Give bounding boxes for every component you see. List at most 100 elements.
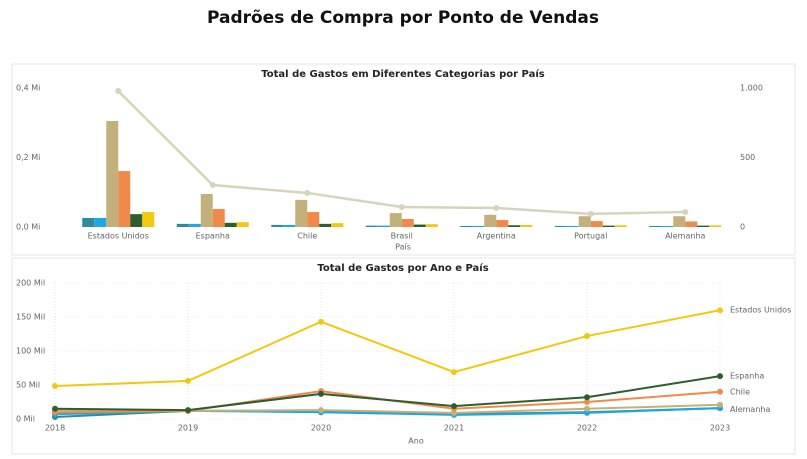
line <box>54 375 721 412</box>
chart-title: Total de Gastos por Ano e País <box>317 262 488 274</box>
bar <box>602 225 615 227</box>
bar <box>413 224 426 227</box>
bar <box>295 199 308 227</box>
bar <box>82 217 95 227</box>
bar <box>307 212 320 227</box>
bar <box>425 224 438 227</box>
x-axis-label: País <box>395 243 411 252</box>
bar <box>188 223 201 227</box>
x-tick-label: 2020 <box>311 424 331 433</box>
bar <box>224 222 237 227</box>
bar <box>508 225 521 227</box>
point <box>584 333 590 340</box>
bar <box>590 221 603 227</box>
y-tick-label: 100 Mil <box>16 347 45 356</box>
y-tick-label: 50 Mil <box>16 381 40 390</box>
bar <box>697 225 710 227</box>
bar <box>331 223 344 227</box>
bar <box>271 224 284 227</box>
x-tick-label: 2023 <box>710 424 730 433</box>
chart-title: Total de Gastos em Diferentes Categorias… <box>261 68 544 80</box>
x-tick-label: Estados Unidos <box>88 232 149 241</box>
point <box>209 182 216 189</box>
bar <box>319 223 332 227</box>
point <box>717 401 723 408</box>
point <box>52 405 58 412</box>
bar <box>614 225 627 227</box>
x-tick-label: Espanha <box>196 232 230 241</box>
bar <box>365 225 378 227</box>
y-tick-label: 0,4 Mi <box>16 84 40 93</box>
bar <box>200 193 213 227</box>
point <box>451 403 457 410</box>
series-label: Estados Unidos <box>730 306 791 315</box>
bar <box>118 171 131 227</box>
bar <box>389 213 402 227</box>
bar <box>212 208 225 227</box>
bar <box>94 217 107 227</box>
x-tick-label: Alemanha <box>665 232 705 241</box>
point <box>717 373 723 380</box>
bar <box>106 121 119 227</box>
point <box>584 394 590 401</box>
y-tick-label: 200 Mil <box>16 279 45 288</box>
point <box>451 369 457 376</box>
point <box>318 318 324 325</box>
y-tick-label: 0 <box>740 223 745 232</box>
y-tick-label: 500 <box>740 153 755 162</box>
bar <box>283 224 296 227</box>
series-label: Alemanha <box>730 405 770 414</box>
point <box>115 88 122 95</box>
point <box>185 407 191 414</box>
bar <box>377 225 390 227</box>
x-tick-label: Brasil <box>391 232 413 241</box>
x-tick-label: Portugal <box>574 232 607 241</box>
bar <box>401 219 414 227</box>
series-label: Chile <box>730 387 750 396</box>
x-tick-label: Chile <box>297 232 317 241</box>
line <box>54 309 721 388</box>
point <box>318 407 324 414</box>
bar <box>130 214 143 227</box>
point <box>398 203 405 210</box>
bar <box>685 221 698 227</box>
bar <box>566 225 579 227</box>
bar <box>484 214 497 227</box>
bar <box>649 225 662 227</box>
bar <box>661 225 674 227</box>
x-tick-label: Argentina <box>477 232 516 241</box>
x-tick-label: 2019 <box>178 424 198 433</box>
bar <box>236 222 249 227</box>
bar <box>578 216 591 227</box>
point <box>717 307 723 314</box>
x-tick-label: 2022 <box>577 424 597 433</box>
y-tick-label: 0,2 Mi <box>16 153 40 162</box>
point <box>318 390 324 397</box>
point <box>584 399 590 405</box>
y-tick-label: 0,0 Mi <box>16 223 40 232</box>
point <box>52 383 58 390</box>
point <box>717 388 723 395</box>
point <box>304 189 311 196</box>
bar <box>460 225 473 227</box>
x-axis-label: Ano <box>408 437 424 446</box>
point <box>584 405 590 412</box>
bar <box>472 225 485 227</box>
x-tick-label: 2018 <box>45 424 65 433</box>
bar <box>176 223 189 227</box>
point <box>682 208 689 215</box>
bar <box>520 224 533 227</box>
bar <box>142 212 155 227</box>
x-tick-label: 2021 <box>444 424 464 433</box>
bar <box>709 225 722 227</box>
point <box>587 210 594 217</box>
bar <box>673 216 686 227</box>
series-label: Espanha <box>730 372 764 381</box>
card <box>11 257 796 455</box>
y-tick-label: 150 Mil <box>16 313 45 322</box>
point <box>185 377 191 384</box>
y-tick-label: 0 Mil <box>16 415 35 424</box>
page-title: Padrões de Compra por Ponto de Vendas <box>207 8 599 28</box>
